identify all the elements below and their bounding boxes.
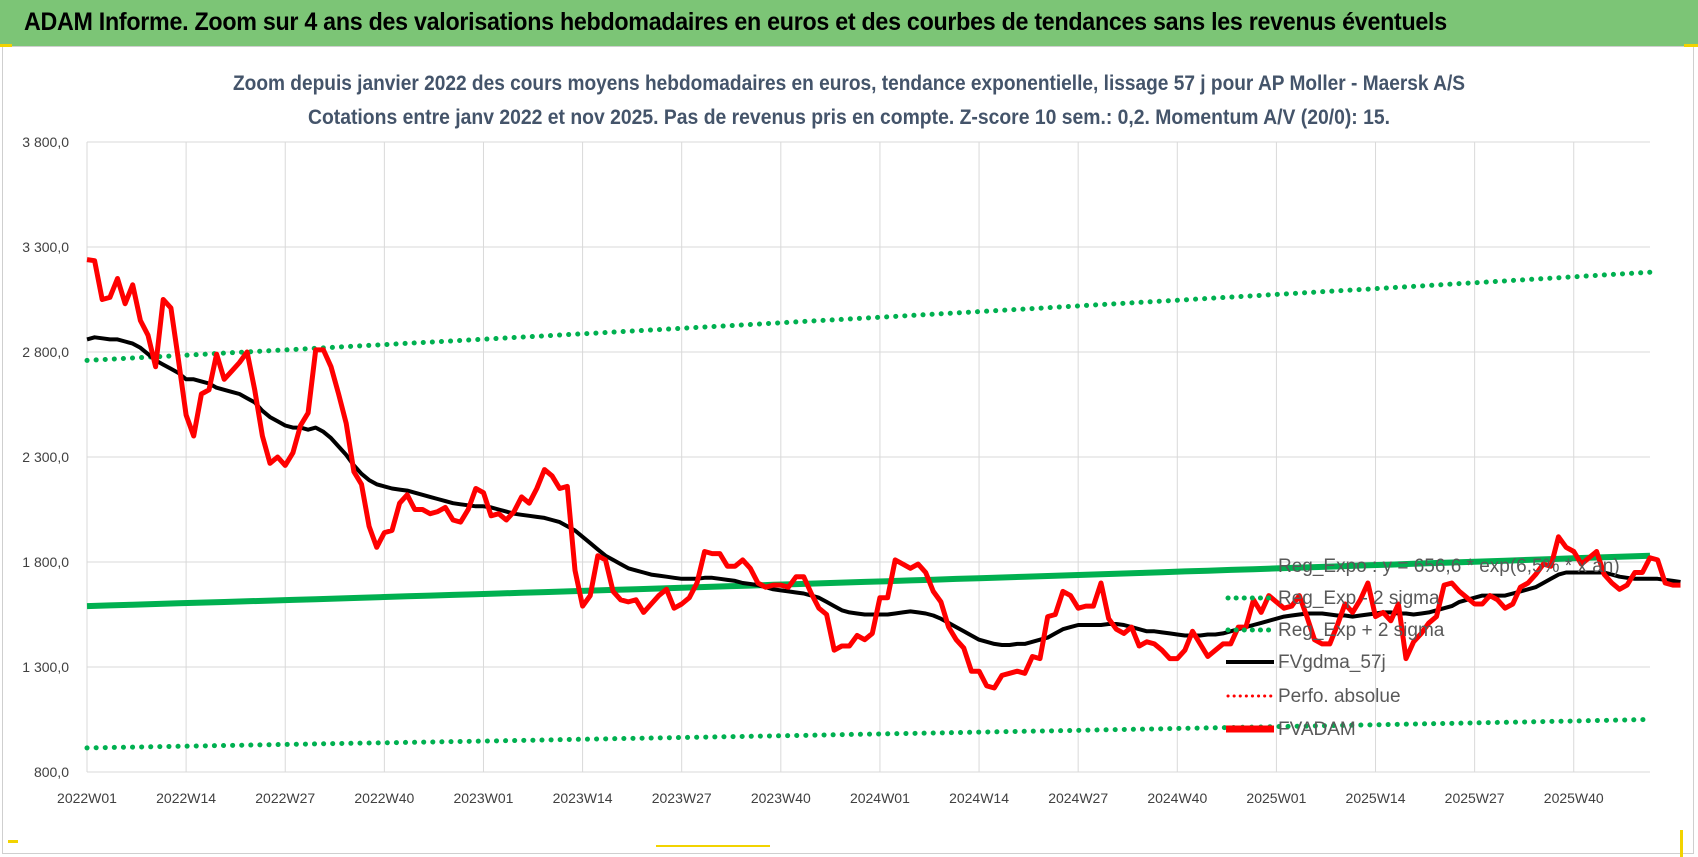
x-tick-label: 2024W40 bbox=[1147, 790, 1207, 806]
x-tick-label: 2025W40 bbox=[1544, 790, 1604, 806]
y-tick-label: 2 300,0 bbox=[22, 449, 69, 465]
corner-mark-bottom-left bbox=[8, 840, 18, 843]
y-tick-label: 3 300,0 bbox=[22, 239, 69, 255]
y-tick-label: 3 800,0 bbox=[22, 134, 69, 150]
y-tick-label: 1 300,0 bbox=[22, 659, 69, 675]
legend-entry: Reg_Exp + 2 sigma bbox=[1225, 620, 1445, 641]
series-fvadam bbox=[86, 257, 1681, 691]
y-tick-label: 800,0 bbox=[34, 764, 69, 780]
x-tick-label: 2024W14 bbox=[949, 790, 1009, 806]
banner-title: ADAM Informe. Zoom sur 4 ans des valoris… bbox=[24, 8, 1447, 36]
corner-mark-top-left bbox=[0, 44, 12, 47]
x-tick-label: 2022W27 bbox=[255, 790, 315, 806]
y-tick-label: 1 800,0 bbox=[22, 554, 69, 570]
x-tick-label: 2022W40 bbox=[354, 790, 414, 806]
x-tick-label: 2025W14 bbox=[1346, 790, 1406, 806]
corner-mark-top-right bbox=[1684, 44, 1698, 47]
legend-label: FVADAM bbox=[1278, 719, 1356, 740]
legend-entry: Reg_Exp - 2 sigma bbox=[1225, 588, 1440, 609]
x-tick-label: 2024W01 bbox=[850, 790, 910, 806]
legend-label: Reg_Exp - 2 sigma bbox=[1278, 588, 1440, 609]
x-tick-label: 2022W14 bbox=[156, 790, 216, 806]
x-tick-label: 2024W27 bbox=[1048, 790, 1108, 806]
x-tick-label: 2023W01 bbox=[453, 790, 513, 806]
legend-label: Reg_Expo : y = 656,6 * exp(6,5% * x an) bbox=[1278, 556, 1620, 577]
legend-label: FVgdma_57j bbox=[1278, 652, 1386, 673]
x-tick-label: 2023W27 bbox=[652, 790, 712, 806]
chart-subtitle: Cotations entre janv 2022 et nov 2025. P… bbox=[308, 106, 1390, 129]
corner-mark-bottom-mid bbox=[656, 845, 770, 847]
series-reg-minus-2-sigma bbox=[84, 717, 1653, 751]
legend-entry: Perfo. absolue bbox=[1226, 686, 1401, 707]
series-reg-plus-2-sigma bbox=[84, 269, 1653, 363]
series-reg-expo bbox=[86, 552, 1651, 610]
chart-frame bbox=[2, 46, 1694, 854]
legend-entry: Reg_Expo : y = 656,6 * exp(6,5% * x an) bbox=[1278, 556, 1620, 577]
legend-entry: FVgdma_57j bbox=[1226, 652, 1386, 673]
banner: ADAM Informe. Zoom sur 4 ans des valoris… bbox=[0, 0, 1698, 46]
x-tick-label: 2025W27 bbox=[1445, 790, 1505, 806]
x-tick-label: 2023W40 bbox=[751, 790, 811, 806]
x-tick-label: 2022W01 bbox=[57, 790, 117, 806]
y-tick-label: 2 800,0 bbox=[22, 344, 69, 360]
legend-label: Perfo. absolue bbox=[1278, 686, 1401, 707]
chart-title: Zoom depuis janvier 2022 des cours moyen… bbox=[233, 72, 1465, 95]
legend-label: Reg_Exp + 2 sigma bbox=[1278, 620, 1445, 641]
corner-mark-bottom-right bbox=[1680, 830, 1683, 857]
x-tick-label: 2025W01 bbox=[1246, 790, 1306, 806]
x-tick-label: 2023W14 bbox=[553, 790, 613, 806]
legend-entry: FVADAM bbox=[1226, 719, 1356, 740]
